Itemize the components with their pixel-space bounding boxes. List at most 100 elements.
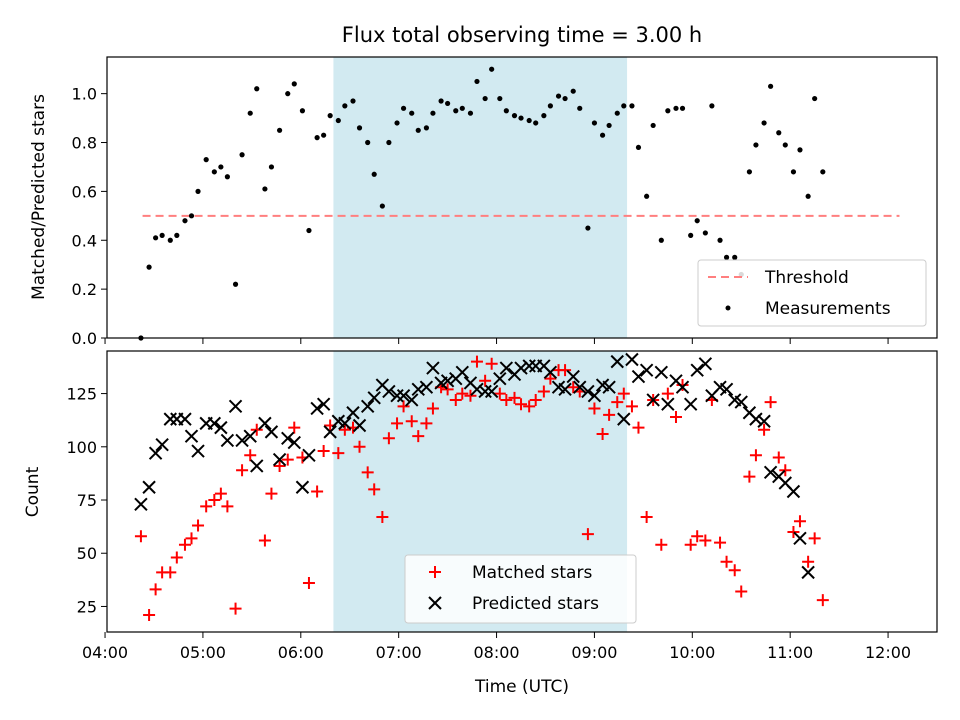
predicted-point	[499, 361, 514, 375]
predicted-point	[522, 359, 536, 373]
predicted-point	[405, 393, 419, 407]
measurement-point	[709, 103, 715, 109]
measurement-point	[445, 100, 451, 107]
matched-point	[250, 423, 263, 436]
matched-point	[699, 534, 712, 547]
measurement-point	[291, 81, 297, 87]
measurement-point	[394, 120, 400, 126]
measurement-point	[621, 103, 627, 109]
y-tick-label: 100	[66, 438, 97, 457]
matched-point	[749, 449, 762, 462]
measurement-point	[409, 110, 415, 116]
matched-point	[405, 415, 418, 428]
predicted-point	[757, 414, 771, 428]
predicted-point	[493, 371, 507, 386]
measurement-point	[247, 110, 253, 116]
measurement-point	[254, 86, 260, 92]
measurement-point	[203, 157, 209, 163]
matched-point	[464, 389, 477, 402]
matched-point	[192, 519, 205, 532]
matched-point	[772, 451, 785, 464]
measurement-point	[688, 232, 694, 238]
matched-point	[420, 417, 433, 430]
matched-point	[338, 423, 351, 436]
predicted-point	[581, 384, 595, 399]
predicted-points	[134, 352, 815, 580]
predicted-point	[264, 425, 279, 439]
predicted-point	[243, 429, 257, 443]
measurement-point	[327, 113, 333, 119]
predicted-point	[602, 380, 616, 394]
predicted-point	[470, 382, 484, 397]
measurement-point	[342, 103, 348, 109]
predicted-point	[295, 480, 310, 494]
matched-point	[376, 511, 389, 524]
bottom-y-axis-label: Count	[23, 466, 43, 517]
y-tick-label: 25	[77, 597, 97, 616]
matched-point	[214, 487, 227, 500]
measurement-point	[591, 120, 598, 126]
matched-point	[149, 583, 162, 596]
measurement-point	[467, 110, 474, 116]
predicted-point	[346, 406, 360, 420]
matched-point	[317, 445, 330, 458]
predicted-point	[272, 452, 287, 467]
measurement-point	[585, 225, 591, 231]
measurement-point	[635, 144, 642, 151]
predicted-point	[683, 397, 698, 411]
x-tick-label: 11:00	[767, 643, 813, 662]
matched-point	[368, 483, 381, 496]
matched-point	[200, 500, 213, 513]
measurement-point	[503, 108, 509, 114]
x-tick-label: 10:00	[669, 643, 715, 662]
x-tick-label: 06:00	[278, 643, 324, 662]
legend-threshold-label: Threshold	[764, 268, 849, 288]
matched-point	[787, 525, 800, 538]
bottom-legend-box	[404, 554, 637, 624]
predicted-point	[801, 565, 815, 580]
measurement-point	[555, 93, 562, 99]
matched-point	[537, 385, 550, 398]
measurement-point	[547, 103, 553, 109]
measurement-point	[350, 98, 356, 104]
measurement-point	[174, 232, 180, 238]
matched-point	[353, 440, 366, 453]
predicted-point	[250, 459, 264, 473]
measurement-point	[644, 193, 650, 199]
measurement-point	[314, 135, 320, 141]
predicted-point	[323, 425, 337, 439]
measurement-point	[732, 254, 738, 260]
matched-point	[288, 421, 301, 434]
measurement-point	[268, 164, 275, 170]
measurement-point	[182, 218, 188, 224]
matched-point	[485, 357, 498, 370]
measurement-point	[776, 130, 782, 136]
matched-point	[669, 410, 682, 423]
legend-measurements-swatch	[725, 305, 731, 311]
predicted-point	[235, 433, 249, 448]
matched-point	[655, 538, 668, 551]
measurement-point	[614, 110, 620, 116]
matched-point	[221, 500, 234, 513]
predicted-point	[360, 399, 375, 414]
measurement-point	[299, 108, 306, 114]
measurement-point	[629, 103, 635, 109]
matched-point	[412, 430, 425, 443]
y-tick-label: 50	[77, 544, 97, 563]
matched-point	[332, 447, 345, 460]
measurement-point	[518, 115, 524, 121]
measurement-point	[599, 132, 606, 138]
matched-point	[764, 396, 777, 409]
measurement-point	[533, 120, 539, 126]
predicted-point	[214, 420, 228, 435]
measurement-point	[211, 169, 217, 175]
y-tick-label: 0.6	[72, 182, 97, 201]
measurement-point	[262, 186, 268, 192]
predicted-point	[719, 382, 734, 397]
matched-point	[178, 538, 191, 551]
predicted-point	[310, 401, 324, 416]
matched-point	[714, 536, 727, 549]
measurement-point	[570, 88, 576, 94]
measurement-point	[658, 237, 664, 243]
measurement-point	[218, 164, 224, 170]
